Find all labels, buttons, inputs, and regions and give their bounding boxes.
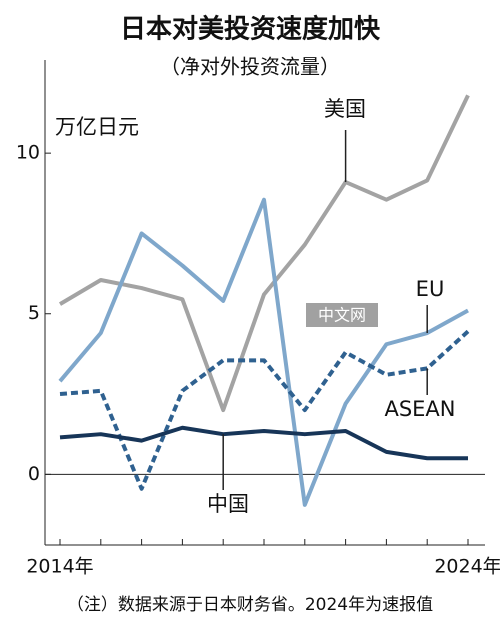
series-label: 美国	[324, 97, 366, 121]
y-axis-label: 万亿日元	[55, 115, 139, 139]
chart-subtitle: （净对外投资流量）	[160, 55, 340, 79]
y-tick-label: 5	[28, 302, 40, 324]
watermark-box	[306, 303, 378, 327]
series-label: EU	[416, 277, 445, 301]
watermark: 中文网	[318, 306, 366, 325]
series-line	[58, 197, 469, 507]
series-line	[59, 329, 470, 491]
y-tick-label: 0	[28, 463, 40, 485]
series-line	[59, 425, 468, 461]
series-line	[58, 94, 470, 413]
chart-title: 日本对美投资速度加快	[120, 14, 381, 45]
series-label: ASEAN	[384, 397, 455, 421]
x-tick-label: 2014年	[26, 556, 93, 578]
series-label: 中国	[207, 492, 249, 516]
y-tick-label: 10	[16, 142, 40, 164]
note: （注）数据来源于日本财务省。2024年为速报值	[67, 595, 433, 615]
x-tick-label: 2024年	[434, 556, 500, 578]
